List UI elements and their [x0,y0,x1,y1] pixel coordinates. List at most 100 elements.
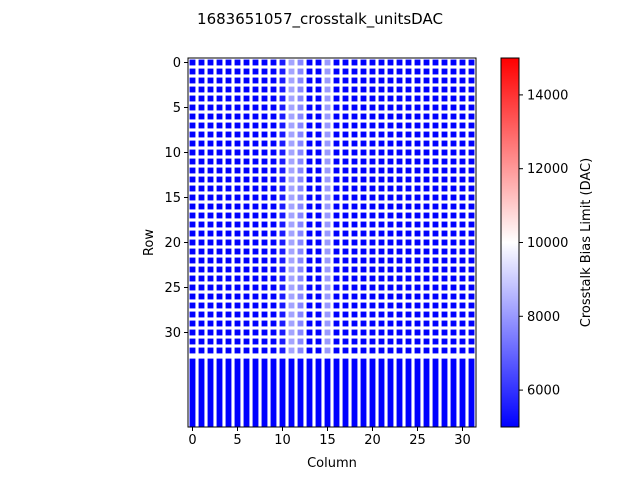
heatmap-cell [450,311,457,318]
heatmap-cell [387,338,394,345]
heatmap-cell [225,320,232,327]
heatmap-cell [324,194,331,201]
heatmap-cell [216,212,223,219]
heatmap-cell [423,239,430,246]
heatmap-cell [432,176,439,183]
heatmap-cell [315,221,322,228]
heatmap-cell [405,194,412,201]
heatmap-cell [270,158,277,165]
y-tick-label: 30 [164,326,181,341]
heatmap-cell [405,212,412,219]
heatmap-cell [207,122,214,129]
heatmap-cell [450,275,457,282]
heatmap-cell [234,221,241,228]
heatmap-cell [351,77,358,84]
heatmap-cell [198,176,205,183]
heatmap-cell [189,113,196,120]
heatmap-cell [324,248,331,255]
heatmap-cell [234,248,241,255]
heatmap-cell [378,203,385,210]
heatmap-cell [243,185,250,192]
heatmap-cell [261,358,268,427]
heatmap-cell [387,68,394,75]
heatmap-cell [459,358,466,427]
heatmap-cell [198,212,205,219]
heatmap-cell [198,131,205,138]
heatmap-cell [198,95,205,102]
heatmap-cell [261,266,268,273]
heatmap-cell [198,140,205,147]
heatmap-cell [459,257,466,264]
heatmap-cell [261,140,268,147]
heatmap-cell [207,77,214,84]
heatmap-cell [243,149,250,156]
heatmap-cell [396,59,403,66]
heatmap-cell [414,302,421,309]
heatmap-cell [207,293,214,300]
heatmap-cell [342,239,349,246]
heatmap-cell [225,149,232,156]
heatmap-cell [369,293,376,300]
heatmap-cell [387,212,394,219]
heatmap-cell [279,176,286,183]
heatmap-cell [369,176,376,183]
heatmap-cell [468,122,475,129]
heatmap-cell [225,358,232,427]
heatmap-cell [441,158,448,165]
heatmap-cell [441,266,448,273]
heatmap-cell [270,203,277,210]
heatmap-cell [243,302,250,309]
heatmap-cell [378,302,385,309]
heatmap-cell [261,185,268,192]
heatmap-cell [369,59,376,66]
heatmap-cell [423,194,430,201]
heatmap-cell [306,230,313,237]
heatmap-cell [378,338,385,345]
heatmap-cell [432,194,439,201]
heatmap-cell [405,221,412,228]
heatmap-cell [450,358,457,427]
heatmap-cell [333,302,340,309]
heatmap-cell [333,176,340,183]
heatmap-cell [315,275,322,282]
heatmap-cell [414,140,421,147]
heatmap-cell [459,347,466,354]
heatmap-cell [441,347,448,354]
heatmap-cell [216,358,223,427]
heatmap-cell [243,293,250,300]
heatmap-cell [198,230,205,237]
heatmap-cell [261,248,268,255]
heatmap-cell [189,131,196,138]
heatmap-cell [459,167,466,174]
heatmap-cell [189,266,196,273]
heatmap-cell [387,266,394,273]
heatmap-cell [243,284,250,291]
heatmap-cell [441,95,448,102]
heatmap-cell [405,158,412,165]
heatmap-cell [315,266,322,273]
heatmap-cell [297,358,304,427]
x-tick-label: 10 [274,433,291,448]
heatmap-cell [459,194,466,201]
heatmap-cell [414,275,421,282]
heatmap-cell [243,113,250,120]
heatmap-cell [261,212,268,219]
heatmap-cell [423,275,430,282]
heatmap-cell [270,113,277,120]
heatmap-cell [270,104,277,111]
heatmap-cell [423,203,430,210]
heatmap-cell [342,104,349,111]
heatmap-cell [234,167,241,174]
heatmap-cell [189,95,196,102]
x-tick-label: 25 [409,433,426,448]
heatmap-cell [414,248,421,255]
heatmap-cell [270,122,277,129]
heatmap-cell [261,86,268,93]
heatmap-cell [324,77,331,84]
heatmap-cell [450,212,457,219]
heatmap-cell [369,320,376,327]
heatmap-cell [423,176,430,183]
heatmap-cell [351,167,358,174]
heatmap-cell [387,95,394,102]
heatmap-cell [279,230,286,237]
